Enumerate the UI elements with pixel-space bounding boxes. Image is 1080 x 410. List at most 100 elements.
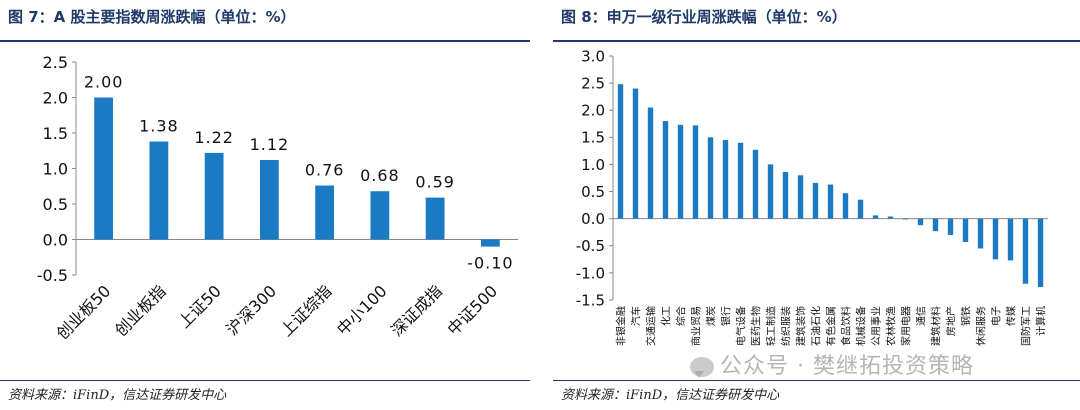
left-bar [315,185,335,240]
right-category-label: 钢铁 [960,306,973,326]
right-bar [1007,218,1014,261]
right-bar [662,121,669,219]
right-category-label: 有色金属 [825,306,838,346]
right-category-label: 医药生物 [750,306,763,346]
right-bar [797,175,804,219]
right-y-tick-label: -1.5 [576,291,605,309]
right-bar [752,149,759,219]
right-category-label: 国防军工 [1020,306,1033,346]
left-data-label: 1.12 [250,135,290,154]
right-y-tick-label: 2.0 [581,102,605,120]
right-bar [932,218,939,232]
right-bar [917,218,924,226]
right-chart-panel: 图 8：申万一级行业周涨跌幅（单位：%） 3.0 2.5 2.0 1.5 1.0 0.5 0… [553,0,1080,410]
right-category-label: 建筑材料 [930,306,943,346]
right-category-label: 商业贸易 [690,306,703,346]
right-bar [887,216,894,219]
left-title-divider [0,40,530,42]
right-bar [707,137,714,219]
left-data-label: 0.68 [360,166,400,185]
right-bar [1022,218,1029,284]
right-category-label: 农林牧渔 [885,306,898,346]
right-y-tick-label: 0.5 [581,183,605,201]
right-bar [737,142,744,219]
right-category-label: 传媒 [1006,306,1018,326]
right-category-label: 银行 [720,306,733,326]
right-category-label: 计算机 [1035,306,1048,336]
left-data-label: 2.00 [84,73,124,92]
right-category-label: 家用电器 [900,306,913,346]
watermark-text: 公众号 · 樊继拓投资策略 [720,354,974,379]
left-category-label: 上证综指 [277,281,336,340]
left-chart-panel: 图 7：A 股主要指数周涨跌幅（单位：%） 2.5 2.0 1.5 1.0 0.5 0.0… [0,0,530,410]
right-category-label: 电子 [990,306,1003,326]
left-bar [149,141,169,240]
right-y-tick-label: 1.5 [581,129,605,147]
right-category-label: 食品饮料 [840,306,853,346]
right-title-divider [553,40,1080,42]
right-bar [692,125,699,219]
right-category-label: 综合 [675,306,688,326]
left-data-label: 1.38 [139,117,179,136]
right-category-label: 煤炭 [705,306,718,326]
right-y-tick-label: -0.5 [576,237,605,255]
right-category-label: 休闲服务 [975,306,988,346]
right-category-label: 建筑装饰 [795,306,808,346]
left-source-note: 资料来源：iFinD，信达证券研发中心 [8,388,227,403]
right-category-label: 房地产 [945,306,958,336]
right-category-label: 通信 [916,306,928,326]
left-y-tick-label: 2.0 [43,88,68,107]
right-y-tick-label: 2.5 [581,75,605,93]
right-bar [722,140,729,219]
left-chart-title: 图 7：A 股主要指数周涨跌幅（单位：%） [8,8,296,26]
left-data-label: 0.59 [415,173,455,192]
right-source-note: 资料来源：iFinD，信达证券研发中心 [561,388,780,403]
right-category-label: 轻工制造 [765,306,778,346]
right-bar [977,218,984,249]
left-y-tick-label: 0.5 [43,195,68,214]
left-y-tick-label: 1.5 [43,124,68,143]
right-bar [647,107,654,219]
right-bar [677,124,684,219]
right-category-label: 纺织服装 [780,306,793,346]
left-category-label: 中证500 [444,281,502,339]
left-bar-chart: 2.5 2.0 1.5 1.0 0.5 0.0 -0.5 2.00 创业板50 1.38 创业板指 1… [37,53,518,343]
left-bar [94,97,114,240]
left-y-tick-label: -0.5 [37,266,68,285]
watermark: 公众号 · 樊继拓投资策略 [690,348,974,380]
right-bar [632,88,639,219]
right-bar-chart: 3.0 2.5 2.0 1.5 1.0 0.5 0.0 -0.5 -1.0 -1.5 非银金融 汽车交… [576,47,1048,346]
right-category-label: 非银金融 [615,306,628,346]
right-category-label: 公用事业 [870,306,883,346]
left-category-label: 上证50 [174,281,224,331]
left-category-label: 中小100 [333,281,391,339]
right-category-label: 石油石化 [810,306,823,346]
right-bar [947,218,954,235]
right-bar [962,218,969,242]
right-source-divider [553,380,1080,381]
right-y-tick-label: 1.0 [581,156,605,174]
right-category-label: 机械设备 [855,306,868,346]
left-y-tick-label: 0.0 [43,230,68,249]
right-bar [992,218,999,260]
right-bar [902,218,909,220]
right-category-label: 化工 [660,306,673,326]
left-bar [480,239,500,247]
left-category-label: 创业板指 [111,281,170,340]
right-category-label: 电气设备 [735,306,748,346]
left-bar [370,191,390,240]
right-bar [842,193,849,219]
left-category-label: 深证成指 [387,281,446,340]
right-bar [827,184,834,219]
left-data-label: 1.22 [194,128,234,147]
left-bar [259,159,279,240]
left-bar [425,197,445,240]
left-data-label: -0.10 [467,254,513,273]
left-category-label: 创业板50 [53,281,115,343]
right-y-tick-label: -1.0 [576,264,605,282]
right-y-tick-label: 3.0 [581,47,605,65]
left-category-label: 沪深300 [223,281,281,339]
right-bar [812,182,819,219]
left-data-label: 0.76 [305,161,345,180]
right-category-label: 交通运输 [645,306,658,346]
